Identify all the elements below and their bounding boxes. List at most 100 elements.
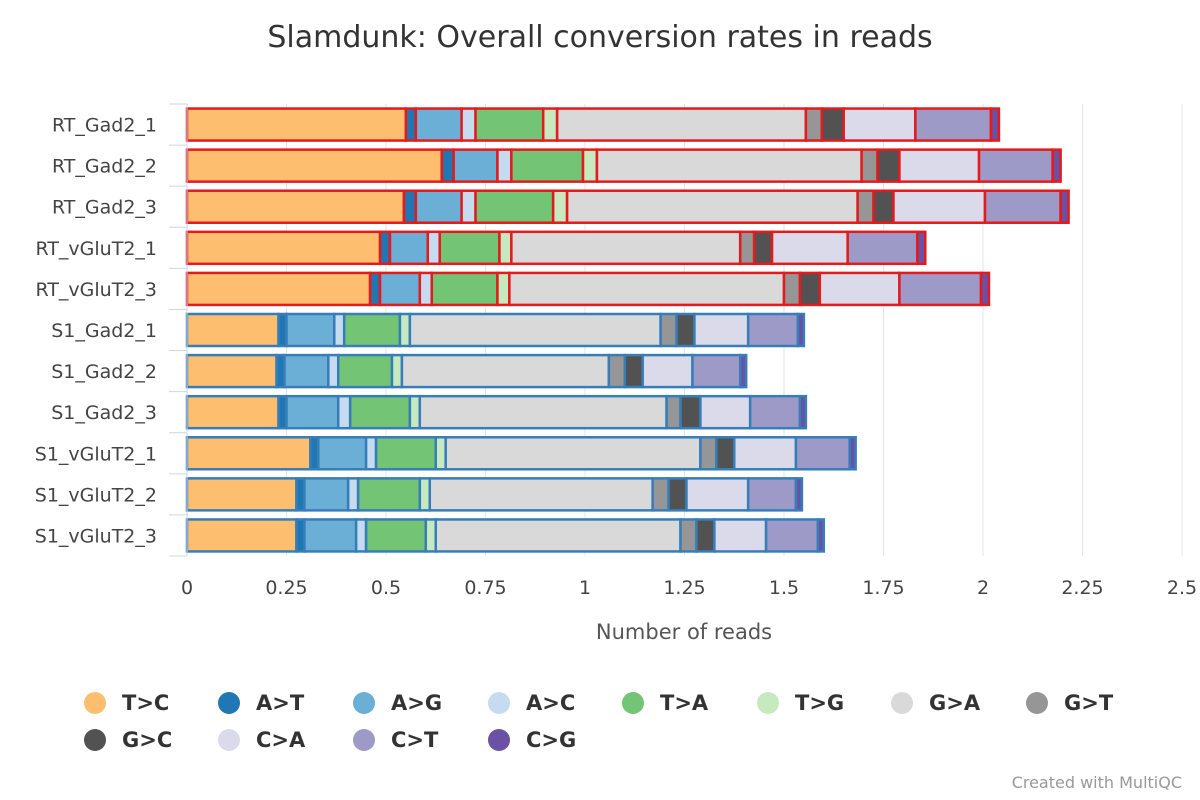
bar-segment[interactable] bbox=[283, 353, 330, 389]
bar-segment[interactable] bbox=[418, 271, 434, 307]
bar-segment[interactable] bbox=[460, 107, 477, 142]
bar-segment[interactable] bbox=[872, 189, 895, 224]
bar-segment[interactable] bbox=[713, 518, 768, 553]
bar-segment[interactable] bbox=[400, 353, 611, 389]
bar-segment[interactable] bbox=[185, 230, 382, 266]
bar-segment[interactable] bbox=[820, 107, 845, 142]
bar-segment[interactable] bbox=[989, 107, 1001, 142]
bar-segment[interactable] bbox=[336, 394, 352, 430]
bar-segment[interactable] bbox=[185, 271, 372, 307]
bar-segment[interactable] bbox=[752, 230, 774, 266]
bar-segment[interactable] bbox=[685, 477, 750, 512]
bar-segment[interactable] bbox=[846, 230, 919, 266]
bar-segment[interactable] bbox=[818, 271, 901, 307]
bar-segment[interactable] bbox=[336, 353, 394, 389]
bar-segment[interactable] bbox=[876, 148, 901, 183]
bar-segment[interactable] bbox=[185, 312, 280, 348]
bar-segment[interactable] bbox=[691, 353, 742, 389]
bar-segment[interactable] bbox=[782, 271, 802, 307]
bar-segment[interactable] bbox=[474, 189, 555, 224]
bar-segment[interactable] bbox=[185, 518, 298, 553]
legend-item[interactable]: A>C bbox=[488, 691, 575, 715]
bar-segment[interactable] bbox=[595, 148, 863, 183]
bar-segment[interactable] bbox=[565, 189, 859, 224]
bar-segment[interactable] bbox=[898, 148, 981, 183]
bar-segment[interactable] bbox=[185, 148, 443, 183]
credit-text[interactable]: Created with MultiQC bbox=[1012, 773, 1182, 792]
bar-segment[interactable] bbox=[679, 394, 702, 430]
bar-row[interactable] bbox=[185, 518, 826, 553]
bar-segment[interactable] bbox=[860, 148, 879, 183]
bar-segment[interactable] bbox=[581, 148, 599, 183]
bar-segment[interactable] bbox=[474, 107, 545, 142]
bar-segment[interactable] bbox=[452, 148, 499, 183]
bar-segment[interactable] bbox=[346, 477, 360, 512]
bar-segment[interactable] bbox=[408, 394, 422, 430]
bar-segment[interactable] bbox=[368, 271, 382, 307]
legend-item[interactable]: C>T bbox=[353, 728, 439, 752]
bar-segment[interactable] bbox=[551, 189, 569, 224]
bar-segment[interactable] bbox=[434, 518, 682, 553]
bar-row[interactable] bbox=[185, 148, 1062, 183]
bar-segment[interactable] bbox=[327, 353, 340, 389]
bar-segment[interactable] bbox=[977, 148, 1054, 183]
bar-segment[interactable] bbox=[510, 148, 585, 183]
bar-segment[interactable] bbox=[510, 230, 742, 266]
bar-row[interactable] bbox=[185, 477, 804, 512]
bar-segment[interactable] bbox=[699, 436, 718, 471]
bar-segment[interactable] bbox=[444, 436, 702, 471]
bar-segment[interactable] bbox=[916, 230, 927, 266]
bar-segment[interactable] bbox=[185, 107, 408, 142]
bar-segment[interactable] bbox=[798, 271, 822, 307]
bar-segment[interactable] bbox=[665, 394, 682, 430]
bar-segment[interactable] bbox=[804, 107, 824, 142]
bar-segment[interactable] bbox=[914, 107, 993, 142]
bar-segment[interactable] bbox=[623, 353, 644, 389]
bar-segment[interactable] bbox=[738, 230, 756, 266]
bar-segment[interactable] bbox=[1051, 148, 1062, 183]
bar-segment[interactable] bbox=[285, 394, 340, 430]
bar-segment[interactable] bbox=[354, 518, 368, 553]
bar-segment[interactable] bbox=[733, 436, 798, 471]
bar-segment[interactable] bbox=[651, 477, 670, 512]
bar-segment[interactable] bbox=[185, 477, 298, 512]
bar-segment[interactable] bbox=[460, 189, 477, 224]
bar-segment[interactable] bbox=[641, 353, 694, 389]
bar-segment[interactable] bbox=[667, 477, 688, 512]
bar-segment[interactable] bbox=[679, 518, 698, 553]
bar-segment[interactable] bbox=[498, 230, 513, 266]
bar-segment[interactable] bbox=[748, 394, 802, 430]
bar-segment[interactable] bbox=[746, 477, 798, 512]
bar-row[interactable] bbox=[185, 230, 927, 266]
bar-segment[interactable] bbox=[675, 312, 696, 348]
bar-segment[interactable] bbox=[496, 271, 511, 307]
bar-segment[interactable] bbox=[374, 436, 437, 471]
bar-segment[interactable] bbox=[402, 189, 418, 224]
legend-item[interactable]: G>T bbox=[1026, 691, 1114, 715]
bar-segment[interactable] bbox=[418, 394, 668, 430]
bar-segment[interactable] bbox=[979, 271, 991, 307]
bar-segment[interactable] bbox=[555, 107, 808, 142]
bar-row[interactable] bbox=[185, 353, 748, 389]
bar-segment[interactable] bbox=[285, 312, 336, 348]
bar-segment[interactable] bbox=[816, 518, 826, 553]
bar-segment[interactable] bbox=[983, 189, 1062, 224]
bar-segment[interactable] bbox=[430, 271, 499, 307]
bar-segment[interactable] bbox=[659, 312, 678, 348]
bar-segment[interactable] bbox=[496, 148, 513, 183]
bar-segment[interactable] bbox=[414, 107, 463, 142]
bar-segment[interactable] bbox=[715, 436, 736, 471]
bar-segment[interactable] bbox=[798, 394, 808, 430]
bar-segment[interactable] bbox=[541, 107, 559, 142]
bar-segment[interactable] bbox=[746, 312, 800, 348]
bar-segment[interactable] bbox=[842, 107, 917, 142]
bar-row[interactable] bbox=[185, 107, 1001, 142]
bar-segment[interactable] bbox=[342, 312, 402, 348]
bar-segment[interactable] bbox=[892, 189, 987, 224]
bar-segment[interactable] bbox=[794, 477, 804, 512]
bar-segment[interactable] bbox=[508, 271, 786, 307]
bar-segment[interactable] bbox=[333, 312, 346, 348]
legend-item[interactable]: G>C bbox=[84, 728, 172, 752]
legend-item[interactable]: C>G bbox=[488, 728, 576, 752]
legend-item[interactable]: T>G bbox=[757, 691, 844, 715]
